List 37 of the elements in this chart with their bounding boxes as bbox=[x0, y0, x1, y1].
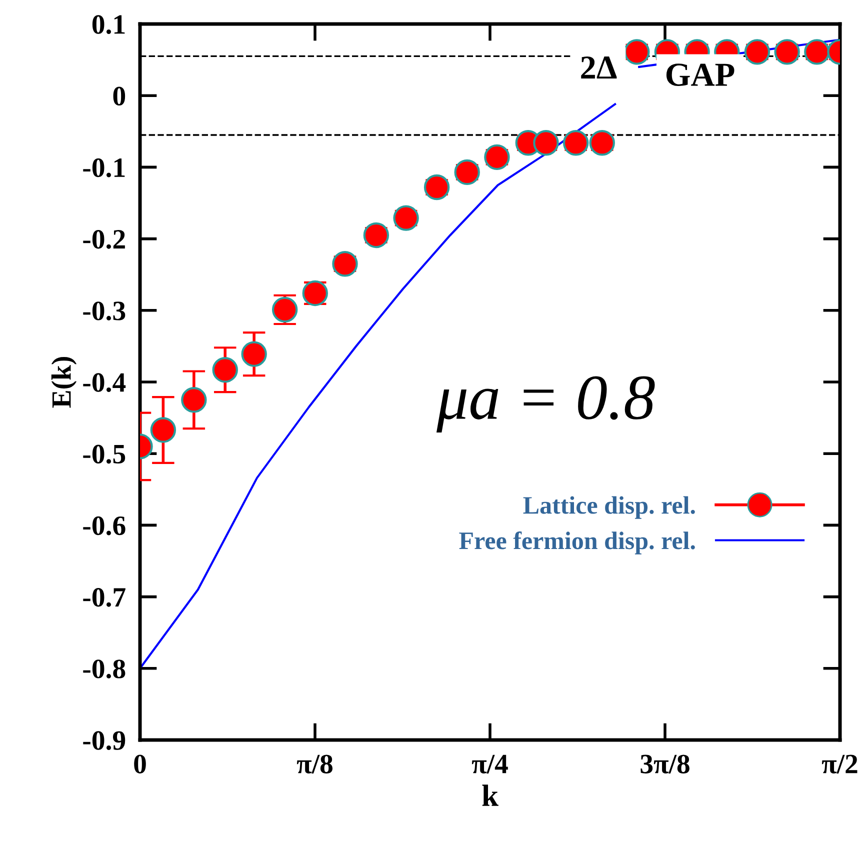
point bbox=[212, 356, 238, 383]
y-tick-label: -0.1 bbox=[83, 158, 125, 178]
y-tick-label: 0.1 bbox=[92, 15, 125, 34]
y-axis-title: E(k) bbox=[51, 356, 77, 408]
y-tick-label: -0.4 bbox=[83, 373, 126, 392]
x-tick-label: π/4 bbox=[472, 754, 508, 774]
x-tick-label: π/8 bbox=[296, 754, 332, 774]
y-tick-label: -0.2 bbox=[83, 230, 125, 249]
legend-label: Free fermion disp. rel. bbox=[459, 531, 695, 554]
point bbox=[774, 39, 800, 65]
legend-label: Lattice disp. rel. bbox=[523, 496, 695, 519]
x-tick-label: 0 bbox=[134, 754, 146, 774]
point bbox=[363, 222, 390, 248]
x-tick-label: π/2 bbox=[822, 754, 858, 774]
x-axis-title: k bbox=[482, 784, 498, 806]
y-tick-label: -0.8 bbox=[83, 660, 126, 678]
point bbox=[454, 159, 480, 186]
y-tick-label: -0.9 bbox=[83, 731, 126, 750]
y-tick-label: 0 bbox=[113, 86, 126, 106]
point bbox=[624, 39, 650, 65]
annotation: μa = 0.8 bbox=[436, 376, 655, 432]
y-tick-label: -0.5 bbox=[83, 444, 126, 464]
y-tick-label: -0.3 bbox=[83, 302, 126, 320]
annotation: 2Δ bbox=[581, 56, 617, 79]
annotation: GAP bbox=[666, 64, 734, 86]
point bbox=[533, 130, 559, 156]
point bbox=[181, 387, 207, 413]
y-tick-label: -0.6 bbox=[83, 516, 126, 536]
point bbox=[241, 341, 267, 367]
point bbox=[484, 144, 510, 170]
y-tick-label: -0.7 bbox=[83, 588, 126, 607]
point bbox=[332, 251, 358, 277]
point bbox=[744, 39, 770, 65]
point bbox=[150, 417, 176, 443]
point bbox=[393, 205, 419, 231]
point bbox=[424, 174, 450, 200]
x-tick-label: 3π/8 bbox=[640, 754, 690, 774]
